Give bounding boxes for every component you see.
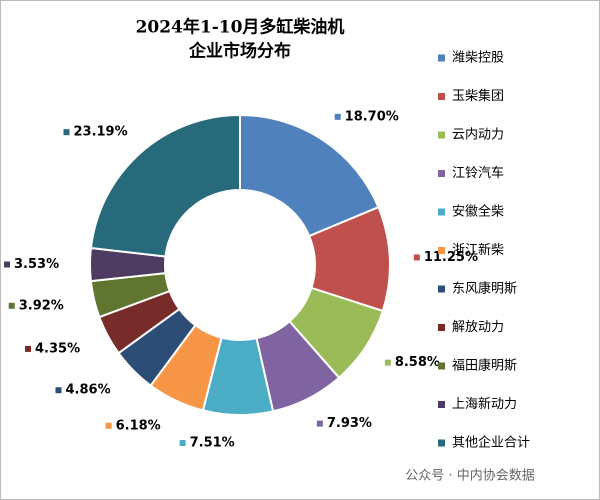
slice [89, 113, 241, 258]
data-label: 4.86% [66, 383, 111, 398]
legend-swatch [438, 208, 445, 216]
legend-label: 福田康明斯 [452, 358, 517, 374]
legend-swatch [438, 170, 445, 177]
legend-swatch [438, 324, 445, 331]
label-marker [384, 359, 391, 366]
data-label: 4.35% [35, 341, 80, 356]
data-label: 3.53% [14, 257, 59, 272]
legend-label: 东风康明斯 [452, 281, 517, 297]
label-marker [8, 302, 15, 309]
data-label: 6.18% [116, 418, 161, 433]
label-marker [63, 129, 70, 136]
legend-label: 潍柴控股 [452, 51, 504, 66]
data-label: 3.92% [19, 298, 64, 313]
data-label: 23.19% [73, 125, 127, 140]
data-label: 18.70% [345, 109, 399, 124]
legend-swatch [438, 362, 445, 370]
label-marker [105, 422, 112, 429]
legend-swatch [438, 131, 445, 139]
legend-label: 江铃汽车 [452, 165, 504, 181]
legend-swatch [438, 285, 445, 293]
label-marker [179, 439, 186, 446]
legend-label: 玉柴集团 [452, 88, 504, 104]
legend-label: 浙江新柴 [452, 242, 504, 258]
data-label: 8.58% [395, 355, 440, 370]
legend-label: 安徽全柴 [452, 204, 504, 220]
label-marker [55, 387, 62, 394]
label-marker [334, 113, 341, 120]
legend-label: 解放动力 [452, 320, 504, 335]
legend-label: 上海新动力 [452, 396, 517, 412]
chart-subtitle: 企业市场分布 [188, 41, 291, 62]
watermark: 公众号 · 中内协会数据 [405, 468, 534, 484]
data-label: 11.25% [424, 250, 478, 265]
label-marker [413, 254, 420, 261]
legend-swatch [438, 247, 445, 254]
data-label: 7.93% [327, 416, 372, 431]
legend-swatch [438, 54, 445, 62]
label-marker [316, 420, 323, 427]
legend-swatch [438, 439, 445, 447]
label-marker [25, 345, 32, 352]
legend-swatch [438, 93, 445, 100]
data-label: 7.51% [190, 435, 235, 450]
label-marker [4, 261, 11, 268]
legend-swatch [438, 401, 445, 408]
legend-label: 云内动力 [452, 127, 504, 143]
chart-title: 2024年1-10月多缸柴油机 [136, 17, 345, 38]
slice [239, 113, 380, 238]
legend-label: 其他企业合计 [452, 435, 530, 451]
